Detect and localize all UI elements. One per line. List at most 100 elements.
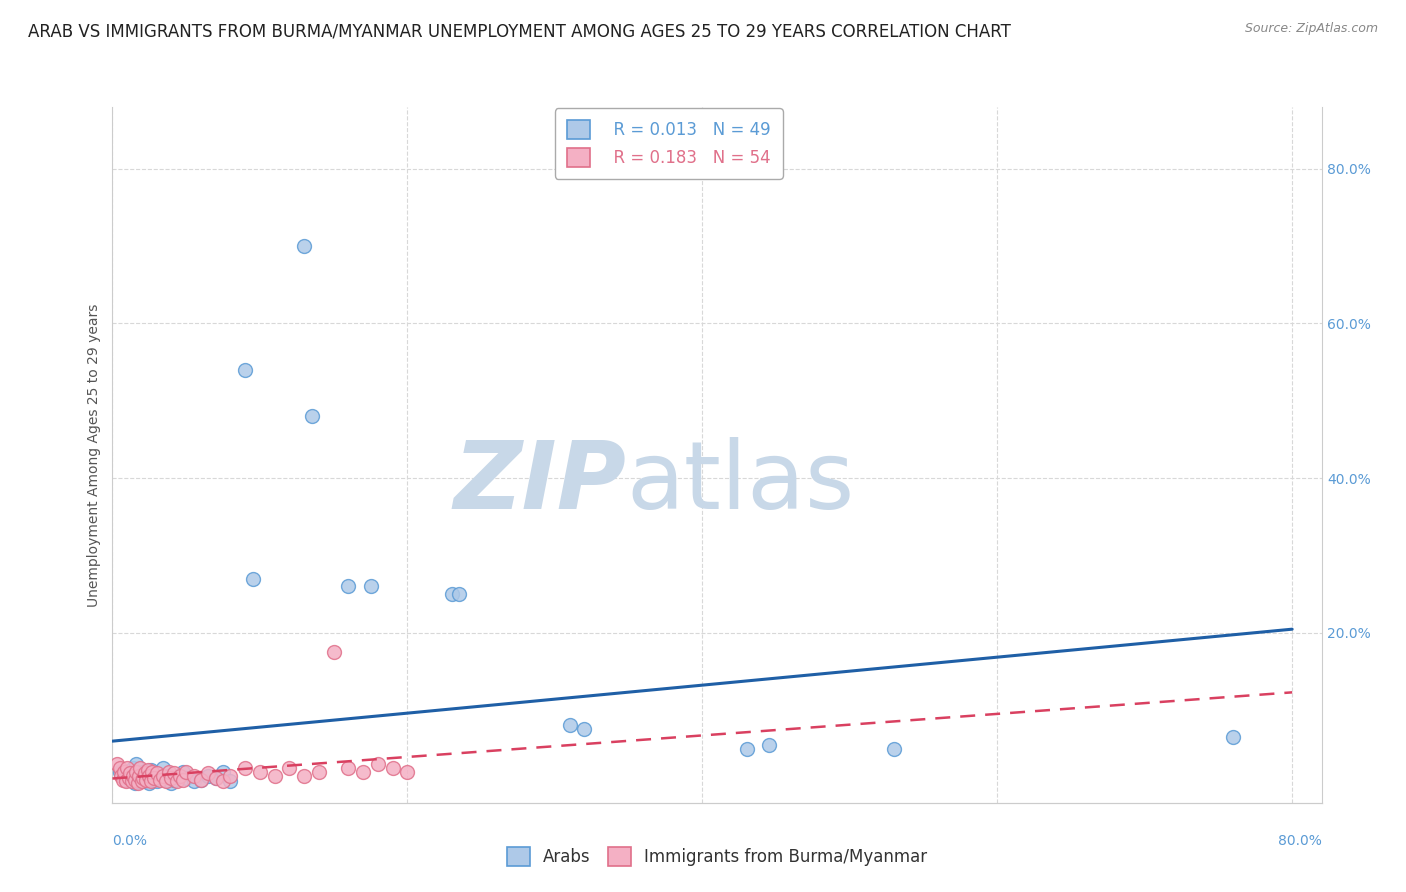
Point <box>166 774 188 789</box>
Point <box>108 761 131 775</box>
Point <box>440 587 463 601</box>
Point <box>139 774 162 789</box>
Point <box>172 764 194 779</box>
Point <box>121 771 143 785</box>
Point <box>212 764 235 779</box>
Point <box>396 764 419 779</box>
Point <box>142 771 165 785</box>
Point <box>242 572 264 586</box>
Point <box>174 764 197 779</box>
Point <box>149 771 172 785</box>
Point <box>122 769 145 783</box>
Point <box>134 774 156 789</box>
Point <box>167 769 190 783</box>
Point <box>145 766 167 780</box>
Point <box>112 769 135 783</box>
Point <box>735 741 758 756</box>
Point <box>114 774 136 789</box>
Point <box>758 738 780 752</box>
Point <box>131 772 153 787</box>
Point <box>129 761 152 775</box>
Point <box>249 764 271 779</box>
Point <box>183 769 205 783</box>
Point <box>108 764 131 779</box>
Point <box>120 766 142 780</box>
Point <box>132 771 155 785</box>
Point <box>138 769 160 783</box>
Point <box>174 771 197 785</box>
Point <box>149 772 172 787</box>
Point <box>141 764 163 779</box>
Point <box>1222 730 1244 744</box>
Point <box>118 771 141 785</box>
Point <box>138 776 160 790</box>
Point <box>122 761 145 775</box>
Text: ZIP: ZIP <box>454 437 626 529</box>
Point <box>142 772 165 787</box>
Point <box>136 764 159 778</box>
Point <box>301 409 323 424</box>
Point <box>204 771 226 785</box>
Y-axis label: Unemployment Among Ages 25 to 29 years: Unemployment Among Ages 25 to 29 years <box>87 303 101 607</box>
Point <box>127 776 149 790</box>
Point <box>134 766 156 780</box>
Point <box>120 766 142 780</box>
Point <box>145 774 167 789</box>
Point <box>115 772 138 787</box>
Point <box>125 757 148 772</box>
Point <box>183 774 205 789</box>
Point <box>367 757 389 772</box>
Point <box>135 771 157 785</box>
Point <box>124 772 146 787</box>
Text: Source: ZipAtlas.com: Source: ZipAtlas.com <box>1244 22 1378 36</box>
Point <box>157 769 180 783</box>
Point <box>190 772 212 787</box>
Point <box>447 587 470 601</box>
Point <box>157 764 180 779</box>
Point <box>131 774 153 789</box>
Point <box>160 771 183 785</box>
Point <box>155 774 177 789</box>
Point <box>121 774 143 789</box>
Point <box>115 761 138 775</box>
Point <box>112 764 135 779</box>
Point <box>125 764 148 779</box>
Point <box>233 761 256 775</box>
Point <box>135 772 157 787</box>
Point <box>160 776 183 790</box>
Point <box>278 761 301 775</box>
Point <box>337 761 360 775</box>
Point <box>197 769 219 783</box>
Point <box>212 774 235 789</box>
Point <box>381 761 404 775</box>
Text: atlas: atlas <box>626 437 855 529</box>
Point <box>128 769 150 783</box>
Point <box>132 764 155 779</box>
Point <box>337 579 360 593</box>
Point <box>574 723 596 737</box>
Point <box>127 774 149 789</box>
Text: 0.0%: 0.0% <box>112 834 148 848</box>
Point <box>128 769 150 783</box>
Point <box>124 776 146 790</box>
Point <box>163 766 186 780</box>
Point <box>883 741 905 756</box>
Point <box>136 766 159 780</box>
Point <box>110 769 132 783</box>
Point <box>219 774 242 789</box>
Point <box>169 769 191 783</box>
Point <box>152 769 174 783</box>
Point <box>111 772 134 787</box>
Point <box>152 761 174 775</box>
Point <box>141 769 163 783</box>
Text: ARAB VS IMMIGRANTS FROM BURMA/MYANMAR UNEMPLOYMENT AMONG AGES 25 TO 29 YEARS COR: ARAB VS IMMIGRANTS FROM BURMA/MYANMAR UN… <box>28 22 1011 40</box>
Point <box>197 766 219 780</box>
Point <box>352 764 374 779</box>
Point <box>172 772 194 787</box>
Legend: Arabs, Immigrants from Burma/Myanmar: Arabs, Immigrants from Burma/Myanmar <box>495 836 939 878</box>
Point <box>292 769 315 783</box>
Point <box>308 764 330 779</box>
Point <box>139 764 162 778</box>
Point <box>190 772 212 787</box>
Point <box>233 363 256 377</box>
